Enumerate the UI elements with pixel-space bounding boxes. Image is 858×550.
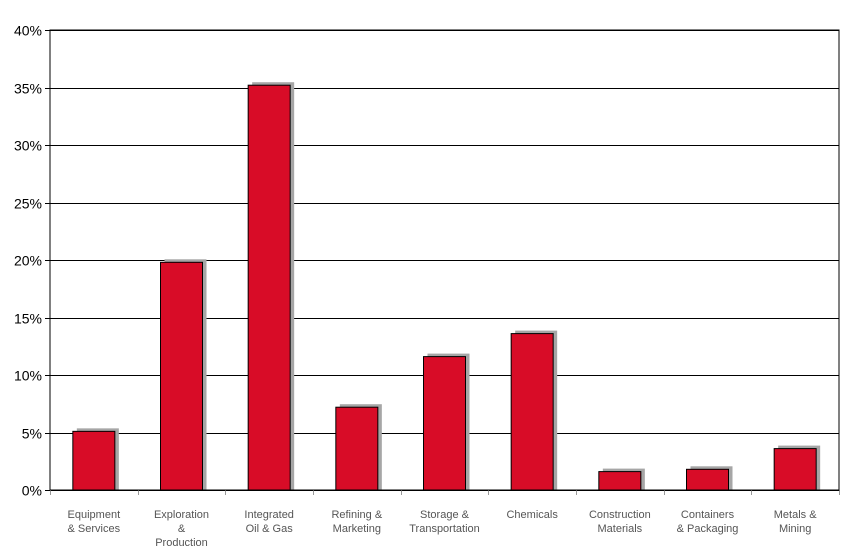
x-category-label: & Services [68, 523, 121, 535]
x-category-label: Oil & Gas [246, 523, 294, 535]
bar [598, 471, 642, 491]
x-category-label: Mining [779, 523, 811, 535]
x-category-label: & [178, 523, 186, 535]
y-tick-label: 5% [22, 426, 42, 442]
x-category-label: Marketing [333, 523, 381, 535]
x-category-label: & Packaging [677, 523, 739, 535]
bar [686, 468, 729, 491]
plot-area-frame [49, 29, 840, 491]
x-axis-category-labels: Equipment & Services Exploration & Productio… [68, 509, 818, 549]
y-axis-tick-labels: 0% 5% 10% 15% 20% 25% 30% 35% 40% [14, 23, 42, 499]
y-tick-label: 0% [22, 483, 42, 499]
x-category-label: Storage & [420, 509, 470, 521]
bar [160, 261, 203, 491]
x-category-label: Materials [598, 523, 643, 535]
bar [247, 84, 291, 491]
bar [510, 333, 554, 491]
bar [335, 406, 379, 491]
x-category-label: Refining & [331, 509, 382, 521]
y-tick-label: 10% [14, 368, 42, 384]
y-tick-label: 15% [14, 311, 42, 327]
x-category-label: Containers [681, 509, 735, 521]
x-category-label: Metals & [774, 509, 817, 521]
bar [72, 430, 116, 491]
x-category-label: Integrated [244, 509, 294, 521]
y-tick-label: 40% [14, 23, 42, 39]
bars [72, 82, 821, 491]
x-category-label: Construction [589, 509, 651, 521]
bar [773, 448, 817, 491]
y-tick-label: 30% [14, 138, 42, 154]
x-category-label: Chemicals [506, 509, 558, 521]
x-category-label: Production [155, 537, 208, 549]
bar [423, 356, 466, 491]
x-category-label: Equipment [68, 509, 121, 521]
y-tick-label: 35% [14, 81, 42, 97]
y-tick-label: 25% [14, 196, 42, 212]
x-category-label: Transportation [409, 523, 480, 535]
y-tick-label: 20% [14, 253, 42, 269]
x-category-label: Exploration [154, 509, 209, 521]
